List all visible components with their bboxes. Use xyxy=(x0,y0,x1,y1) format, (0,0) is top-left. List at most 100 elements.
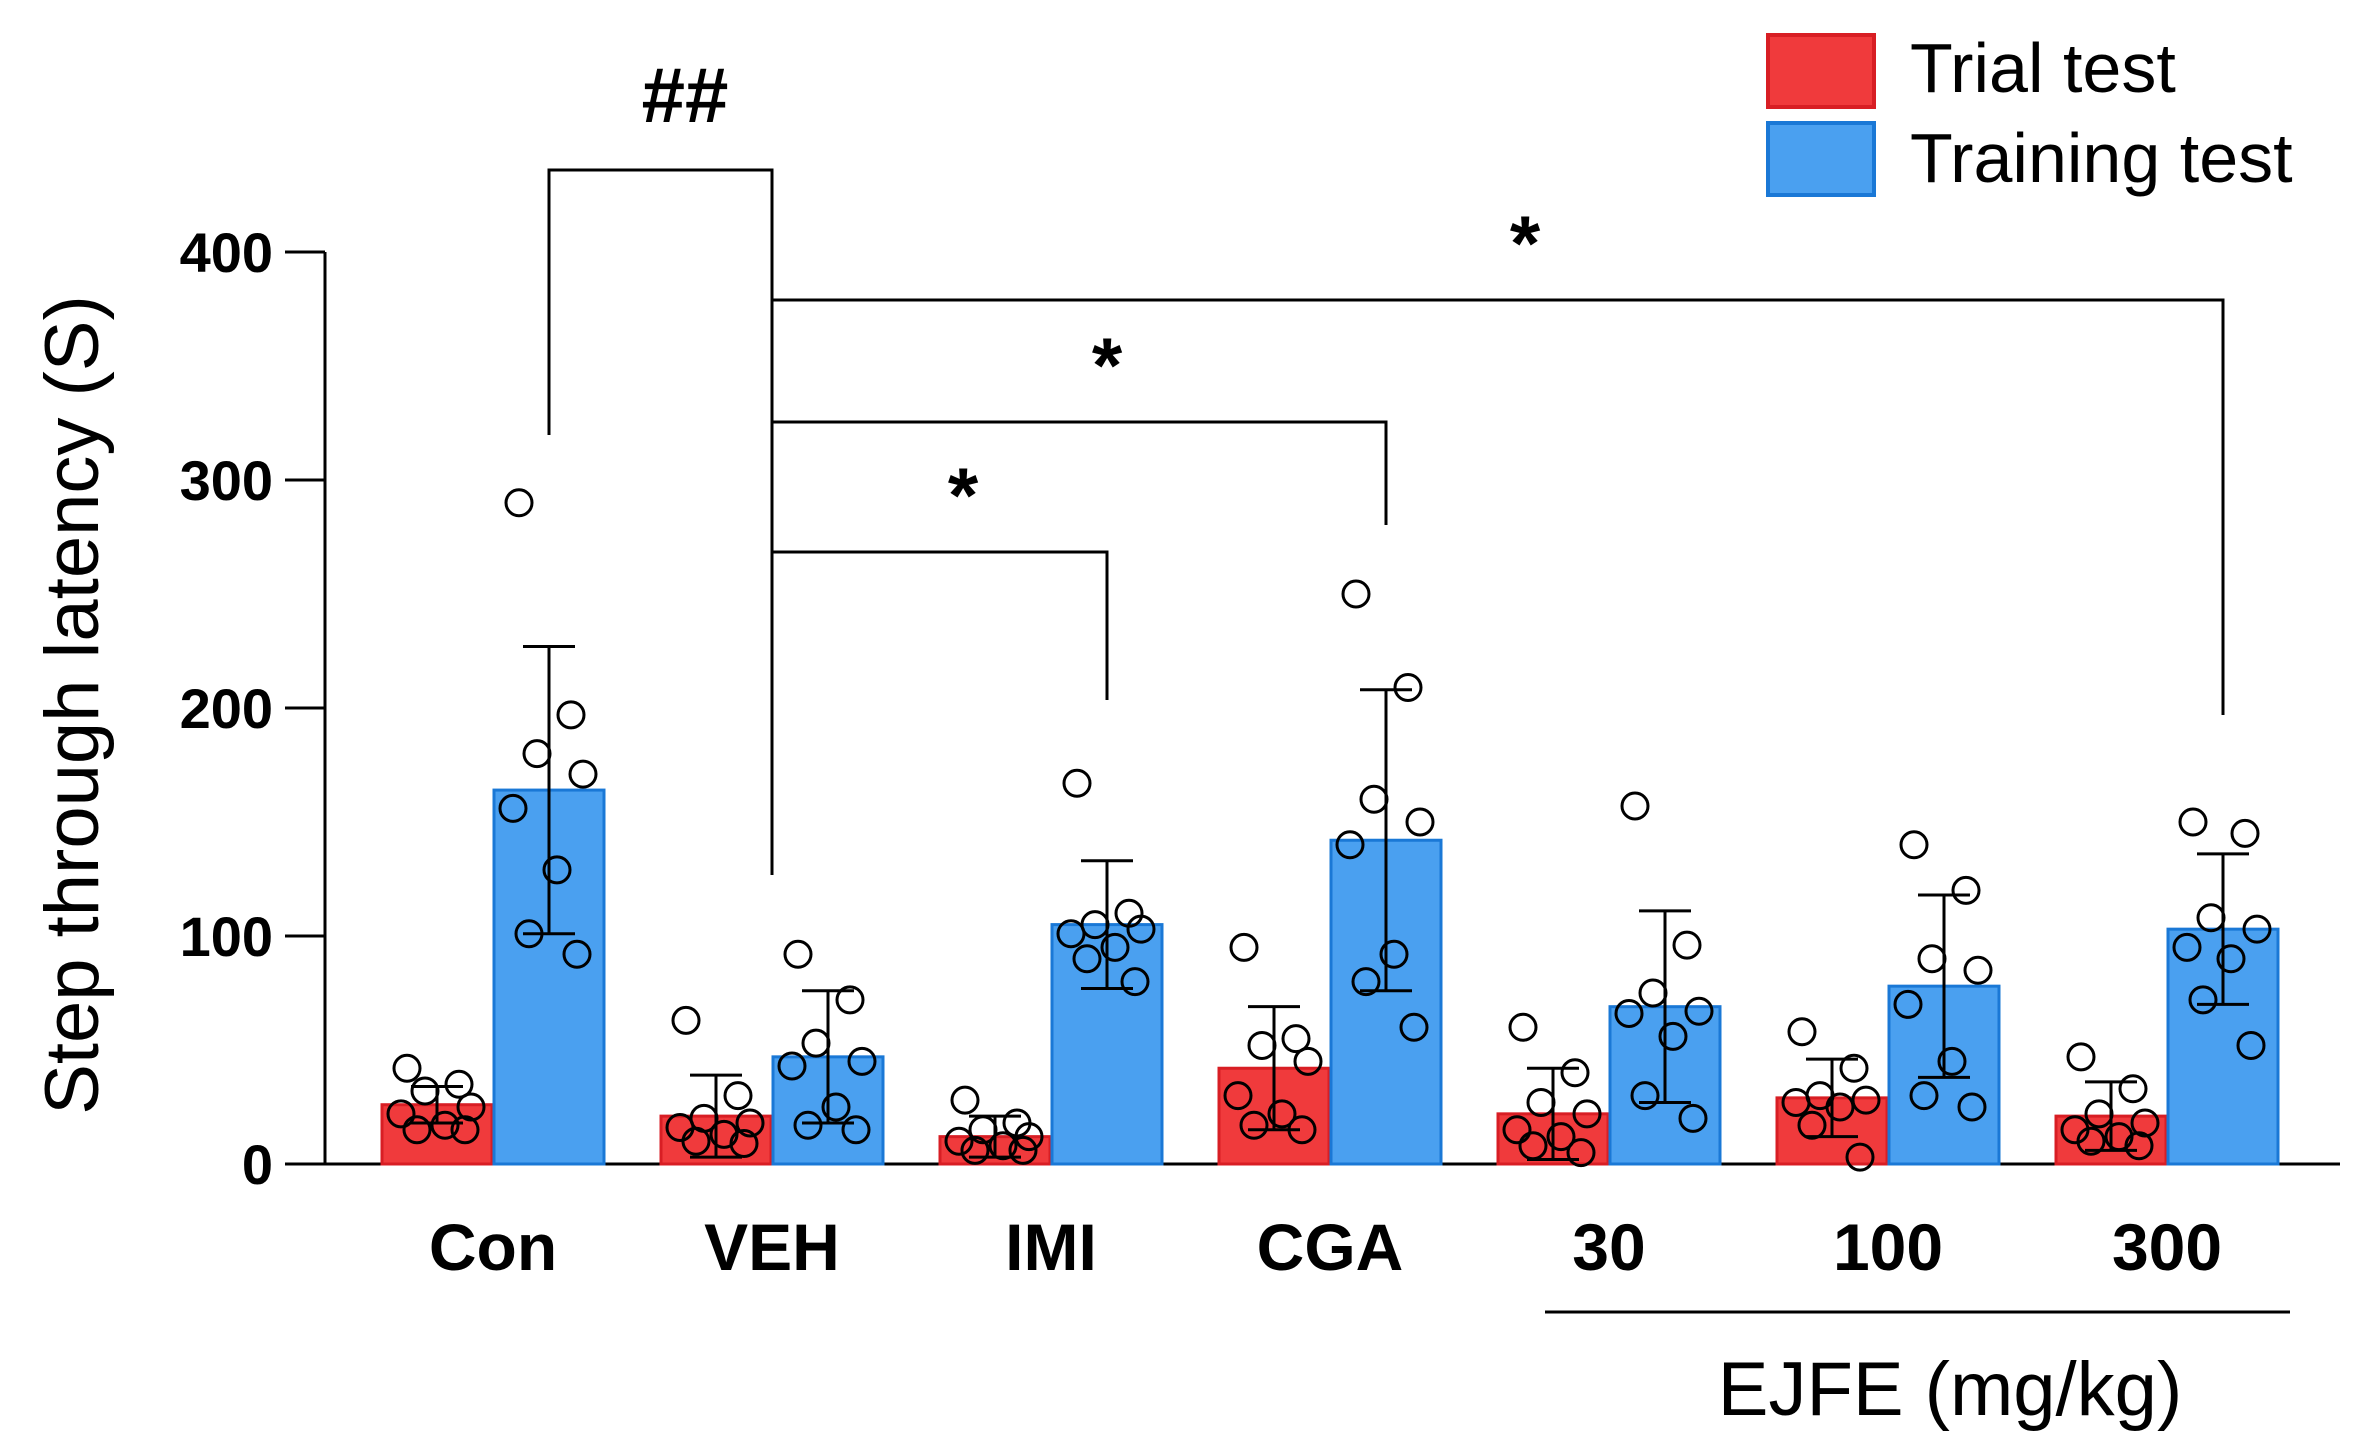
data-point xyxy=(1957,1092,1987,1122)
data-point xyxy=(2130,1108,2160,1138)
data-point xyxy=(450,1115,480,1145)
data-point xyxy=(1293,1046,1323,1076)
data-point xyxy=(735,1108,765,1138)
data-point xyxy=(562,939,592,969)
y-tick-label: 100 xyxy=(180,905,273,968)
data-point xyxy=(1560,1058,1590,1088)
data-point xyxy=(1399,1012,1429,1042)
data-point xyxy=(402,1115,432,1145)
y-tick-label: 400 xyxy=(180,221,273,284)
data-point xyxy=(522,739,552,769)
data-point xyxy=(2230,818,2260,848)
data-point xyxy=(1684,996,1714,1026)
data-point xyxy=(681,1126,711,1156)
legend-label-training: Training test xyxy=(1910,119,2293,197)
data-point xyxy=(1917,944,1947,974)
data-point xyxy=(1072,944,1102,974)
data-point xyxy=(1845,1142,1875,1172)
data-point xyxy=(1056,919,1086,949)
significance-brackets: ## * * * xyxy=(547,51,2225,875)
significance-label: ## xyxy=(642,51,729,139)
data-point xyxy=(504,488,534,518)
data-point xyxy=(1899,830,1929,860)
data-point xyxy=(1502,1115,1532,1145)
data-point xyxy=(1239,1110,1269,1140)
data-point xyxy=(1566,1138,1596,1168)
category-label: VEH xyxy=(704,1210,840,1284)
data-point xyxy=(2118,1074,2148,1104)
data-point xyxy=(783,939,813,969)
y-tick-label: 0 xyxy=(242,1133,273,1196)
data-point xyxy=(1572,1099,1602,1129)
y-tick-label: 200 xyxy=(180,677,273,740)
data-point xyxy=(1359,784,1389,814)
data-point xyxy=(1614,999,1644,1029)
data-point xyxy=(1963,955,1993,985)
data-point xyxy=(1526,1087,1556,1117)
data-point xyxy=(709,1119,739,1149)
data-point xyxy=(456,1092,486,1122)
data-point xyxy=(1825,1092,1855,1122)
data-point xyxy=(2076,1126,2106,1156)
data-point xyxy=(2216,944,2246,974)
data-point xyxy=(1247,1030,1277,1060)
data-point xyxy=(2104,1122,2134,1152)
data-point xyxy=(1014,1122,1044,1152)
category-label: CGA xyxy=(1257,1210,1404,1284)
significance-bracket xyxy=(770,420,1388,875)
data-point xyxy=(430,1110,460,1140)
category-label: 30 xyxy=(1572,1210,1645,1284)
data-point xyxy=(410,1076,440,1106)
data-point xyxy=(1546,1122,1576,1152)
y-ticks: 0 100 200 300 400 xyxy=(180,221,325,1196)
category-label: 100 xyxy=(1833,1210,1943,1284)
data-point xyxy=(542,855,572,885)
data-point xyxy=(671,1005,701,1035)
data-point xyxy=(1937,1046,1967,1076)
data-point xyxy=(1797,1110,1827,1140)
data-point xyxy=(1620,791,1650,821)
data-point xyxy=(1120,967,1150,997)
data-point xyxy=(556,700,586,730)
data-point xyxy=(960,1135,990,1165)
data-point xyxy=(1287,1115,1317,1145)
significance-label: * xyxy=(1510,199,1541,287)
data-points-layer xyxy=(386,488,2272,1172)
data-point xyxy=(950,1085,980,1115)
data-point xyxy=(847,1046,877,1076)
data-point xyxy=(1008,1135,1038,1165)
data-point xyxy=(2188,985,2218,1015)
data-point xyxy=(801,1028,831,1058)
data-point xyxy=(944,1126,974,1156)
data-point xyxy=(1281,1024,1311,1054)
data-point xyxy=(386,1099,416,1129)
legend-label-trial: Trial test xyxy=(1910,29,2176,107)
data-point xyxy=(1229,932,1259,962)
category-label: Con xyxy=(429,1210,557,1284)
group-label: EJFE (mg/kg) xyxy=(1718,1347,2183,1432)
legend-swatch-trial xyxy=(1766,33,1876,109)
data-point xyxy=(1909,1081,1939,1111)
data-point xyxy=(2066,1042,2096,1072)
significance-bracket xyxy=(770,298,2225,875)
legend: Trial test Training test xyxy=(1766,29,2293,197)
data-point xyxy=(1351,967,1381,997)
data-point xyxy=(1223,1081,1253,1111)
data-point xyxy=(514,919,544,949)
data-point xyxy=(498,793,528,823)
data-point xyxy=(1062,768,1092,798)
data-point xyxy=(793,1110,823,1140)
data-point xyxy=(968,1115,998,1145)
data-point xyxy=(1839,1053,1869,1083)
data-point xyxy=(1678,1103,1708,1133)
significance-bracket xyxy=(770,550,1109,875)
data-point xyxy=(1672,930,1702,960)
data-point xyxy=(1341,579,1371,609)
data-point xyxy=(1518,1131,1548,1161)
bars-layer xyxy=(380,788,2280,1166)
data-point xyxy=(1893,989,1923,1019)
y-axis-title: Step through latency (S) xyxy=(30,295,115,1115)
data-point xyxy=(1267,1099,1297,1129)
category-label: IMI xyxy=(1005,1210,1097,1284)
data-point xyxy=(1335,830,1365,860)
